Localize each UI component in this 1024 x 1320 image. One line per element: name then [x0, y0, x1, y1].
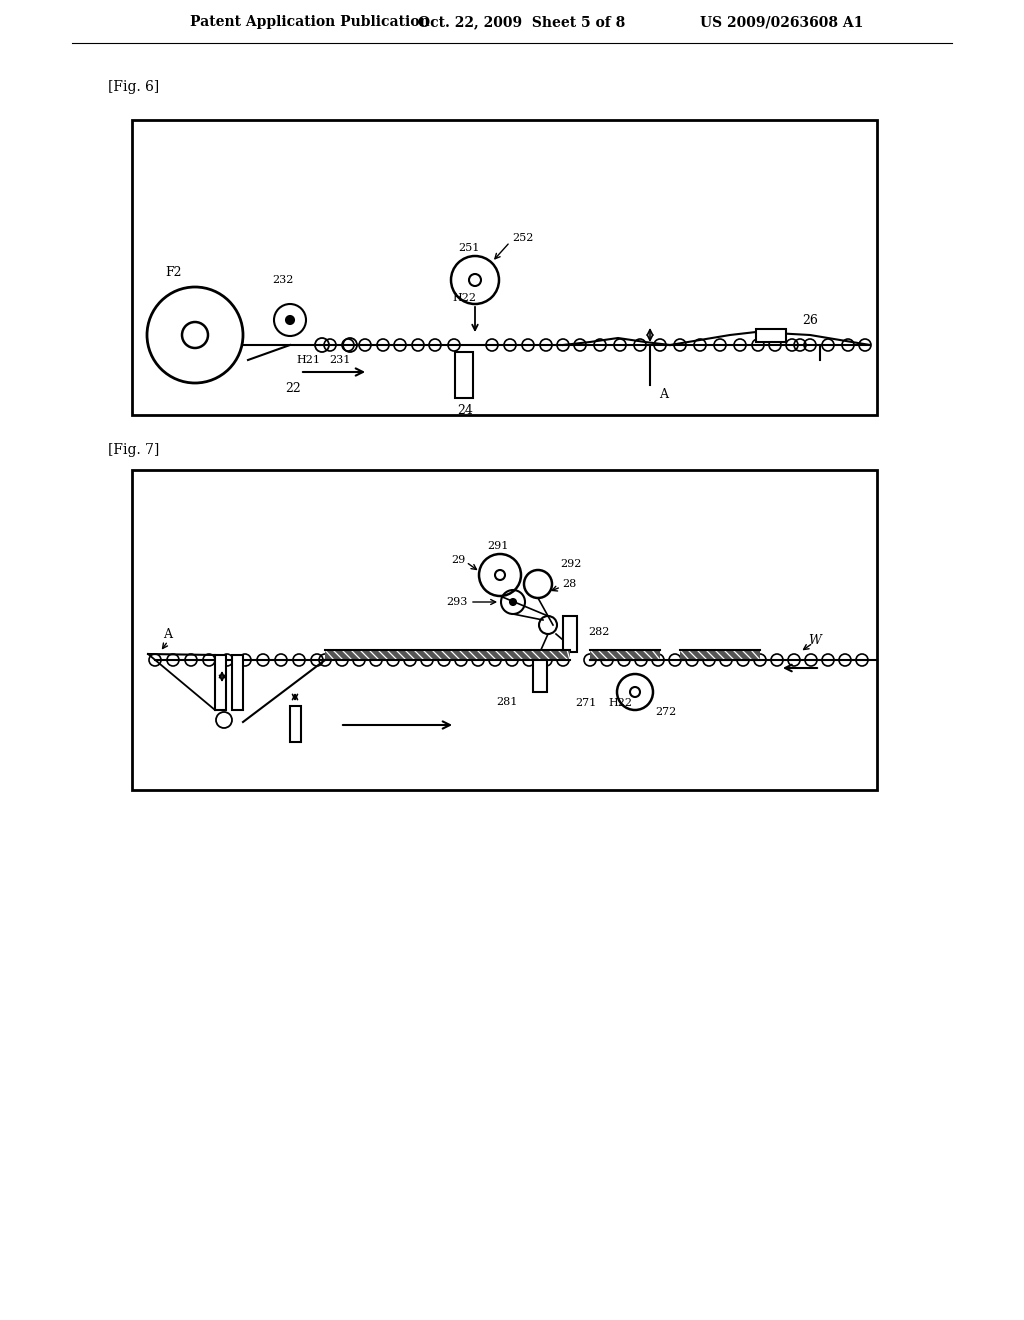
Text: 24: 24: [457, 404, 473, 417]
Text: 232: 232: [272, 275, 293, 285]
Bar: [534, 656, 547, 692]
Text: 28: 28: [562, 579, 577, 589]
Bar: [680, 649, 760, 660]
Circle shape: [510, 599, 516, 605]
Bar: [455, 352, 473, 399]
Text: 252: 252: [512, 234, 534, 243]
Text: H22: H22: [608, 698, 632, 708]
Bar: [132, 120, 877, 414]
Text: 293: 293: [446, 597, 468, 607]
Text: 26: 26: [802, 314, 818, 326]
Text: 292: 292: [560, 558, 582, 569]
Text: 231: 231: [330, 355, 350, 366]
Text: F2: F2: [165, 265, 181, 279]
Text: A: A: [164, 628, 172, 642]
Text: [Fig. 6]: [Fig. 6]: [108, 81, 160, 94]
Text: H22: H22: [452, 293, 476, 304]
Text: 291: 291: [487, 541, 509, 550]
Bar: [290, 706, 301, 742]
Bar: [756, 329, 786, 342]
Text: 282: 282: [588, 627, 609, 638]
Circle shape: [286, 315, 294, 323]
Text: 29: 29: [451, 554, 465, 565]
Bar: [590, 649, 660, 660]
Bar: [232, 655, 243, 710]
Bar: [215, 655, 226, 710]
Text: 272: 272: [655, 708, 676, 717]
Text: [Fig. 7]: [Fig. 7]: [108, 444, 160, 457]
Text: 22: 22: [285, 381, 301, 395]
Text: Patent Application Publication: Patent Application Publication: [190, 15, 430, 29]
Text: 271: 271: [575, 698, 597, 708]
Bar: [325, 649, 570, 660]
Bar: [563, 616, 577, 652]
Text: 281: 281: [497, 697, 518, 708]
Text: W: W: [808, 634, 821, 647]
Bar: [132, 470, 877, 789]
Text: 251: 251: [458, 243, 479, 253]
Text: A: A: [659, 388, 669, 401]
Text: H21: H21: [296, 355, 319, 366]
Text: US 2009/0263608 A1: US 2009/0263608 A1: [700, 15, 863, 29]
Text: Oct. 22, 2009  Sheet 5 of 8: Oct. 22, 2009 Sheet 5 of 8: [418, 15, 626, 29]
